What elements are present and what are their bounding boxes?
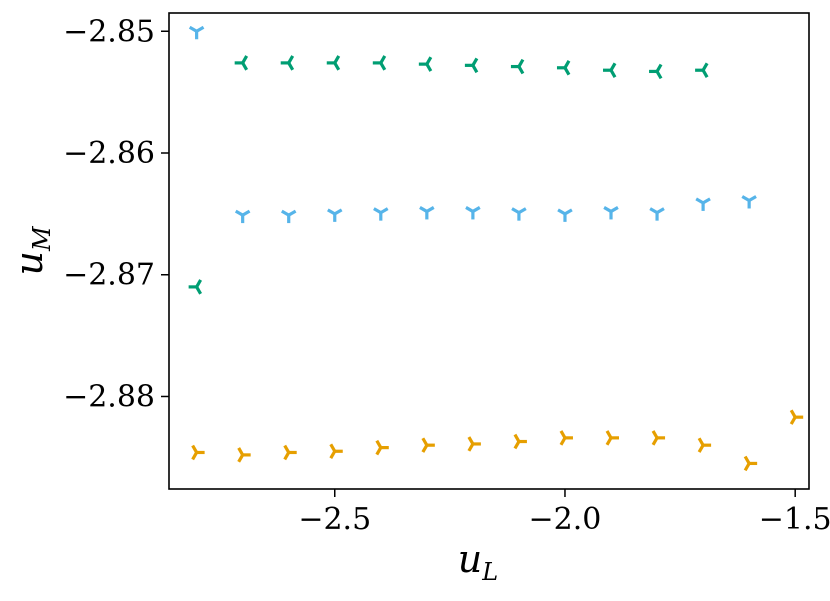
- y-axis-ticks: −2.85 −2.86 −2.87 −2.88: [63, 14, 169, 414]
- data-point: [327, 208, 343, 222]
- x-tick-label: −1.5: [759, 502, 830, 537]
- data-point: [743, 455, 758, 472]
- data-point: [464, 57, 479, 74]
- data-point: [559, 430, 573, 446]
- data-point: [651, 430, 666, 446]
- data-point: [421, 437, 435, 453]
- y-tick-label: −2.87: [63, 258, 155, 293]
- data-point: [557, 208, 573, 222]
- data-point: [419, 206, 435, 220]
- x-tick-label: −2.5: [298, 502, 371, 537]
- data-point: [283, 444, 297, 461]
- data-point: [605, 430, 620, 446]
- y-tick-label: −2.86: [63, 136, 155, 171]
- data-point: [188, 25, 205, 40]
- data-point: [237, 447, 251, 463]
- data-point: [556, 60, 571, 76]
- data-point: [789, 409, 804, 425]
- data-point: [234, 209, 251, 224]
- x-axis-label: uL: [458, 537, 498, 586]
- data-point: [234, 55, 249, 71]
- data-point: [603, 62, 617, 78]
- data-point: [695, 62, 709, 78]
- data-point: [465, 206, 481, 220]
- data-point: [191, 444, 205, 461]
- data-point: [511, 207, 527, 221]
- plot-frame: [168, 12, 810, 490]
- data-point: [373, 207, 389, 221]
- data-point: [467, 436, 481, 452]
- data-point: [280, 55, 295, 71]
- data-point: [741, 195, 757, 209]
- data-markers: [188, 25, 804, 472]
- data-point: [418, 56, 433, 72]
- y-axis-label: uM: [7, 225, 56, 275]
- data-point: [697, 437, 712, 453]
- data-point: [649, 207, 665, 221]
- data-point: [375, 439, 389, 456]
- y-tick-label: −2.85: [63, 14, 155, 49]
- data-point: [188, 279, 203, 295]
- data-point: [372, 55, 387, 71]
- data-point: [649, 63, 663, 80]
- data-point: [695, 197, 711, 211]
- data-point: [329, 443, 343, 459]
- x-tick-label: −2.0: [529, 502, 602, 537]
- data-point: [603, 206, 619, 220]
- x-axis-ticks: −2.5 −2.0 −1.5: [298, 489, 830, 537]
- y-tick-label: −2.88: [63, 379, 155, 414]
- data-point: [280, 209, 297, 224]
- data-point: [326, 55, 341, 71]
- data-point: [513, 433, 527, 450]
- data-point: [510, 58, 525, 75]
